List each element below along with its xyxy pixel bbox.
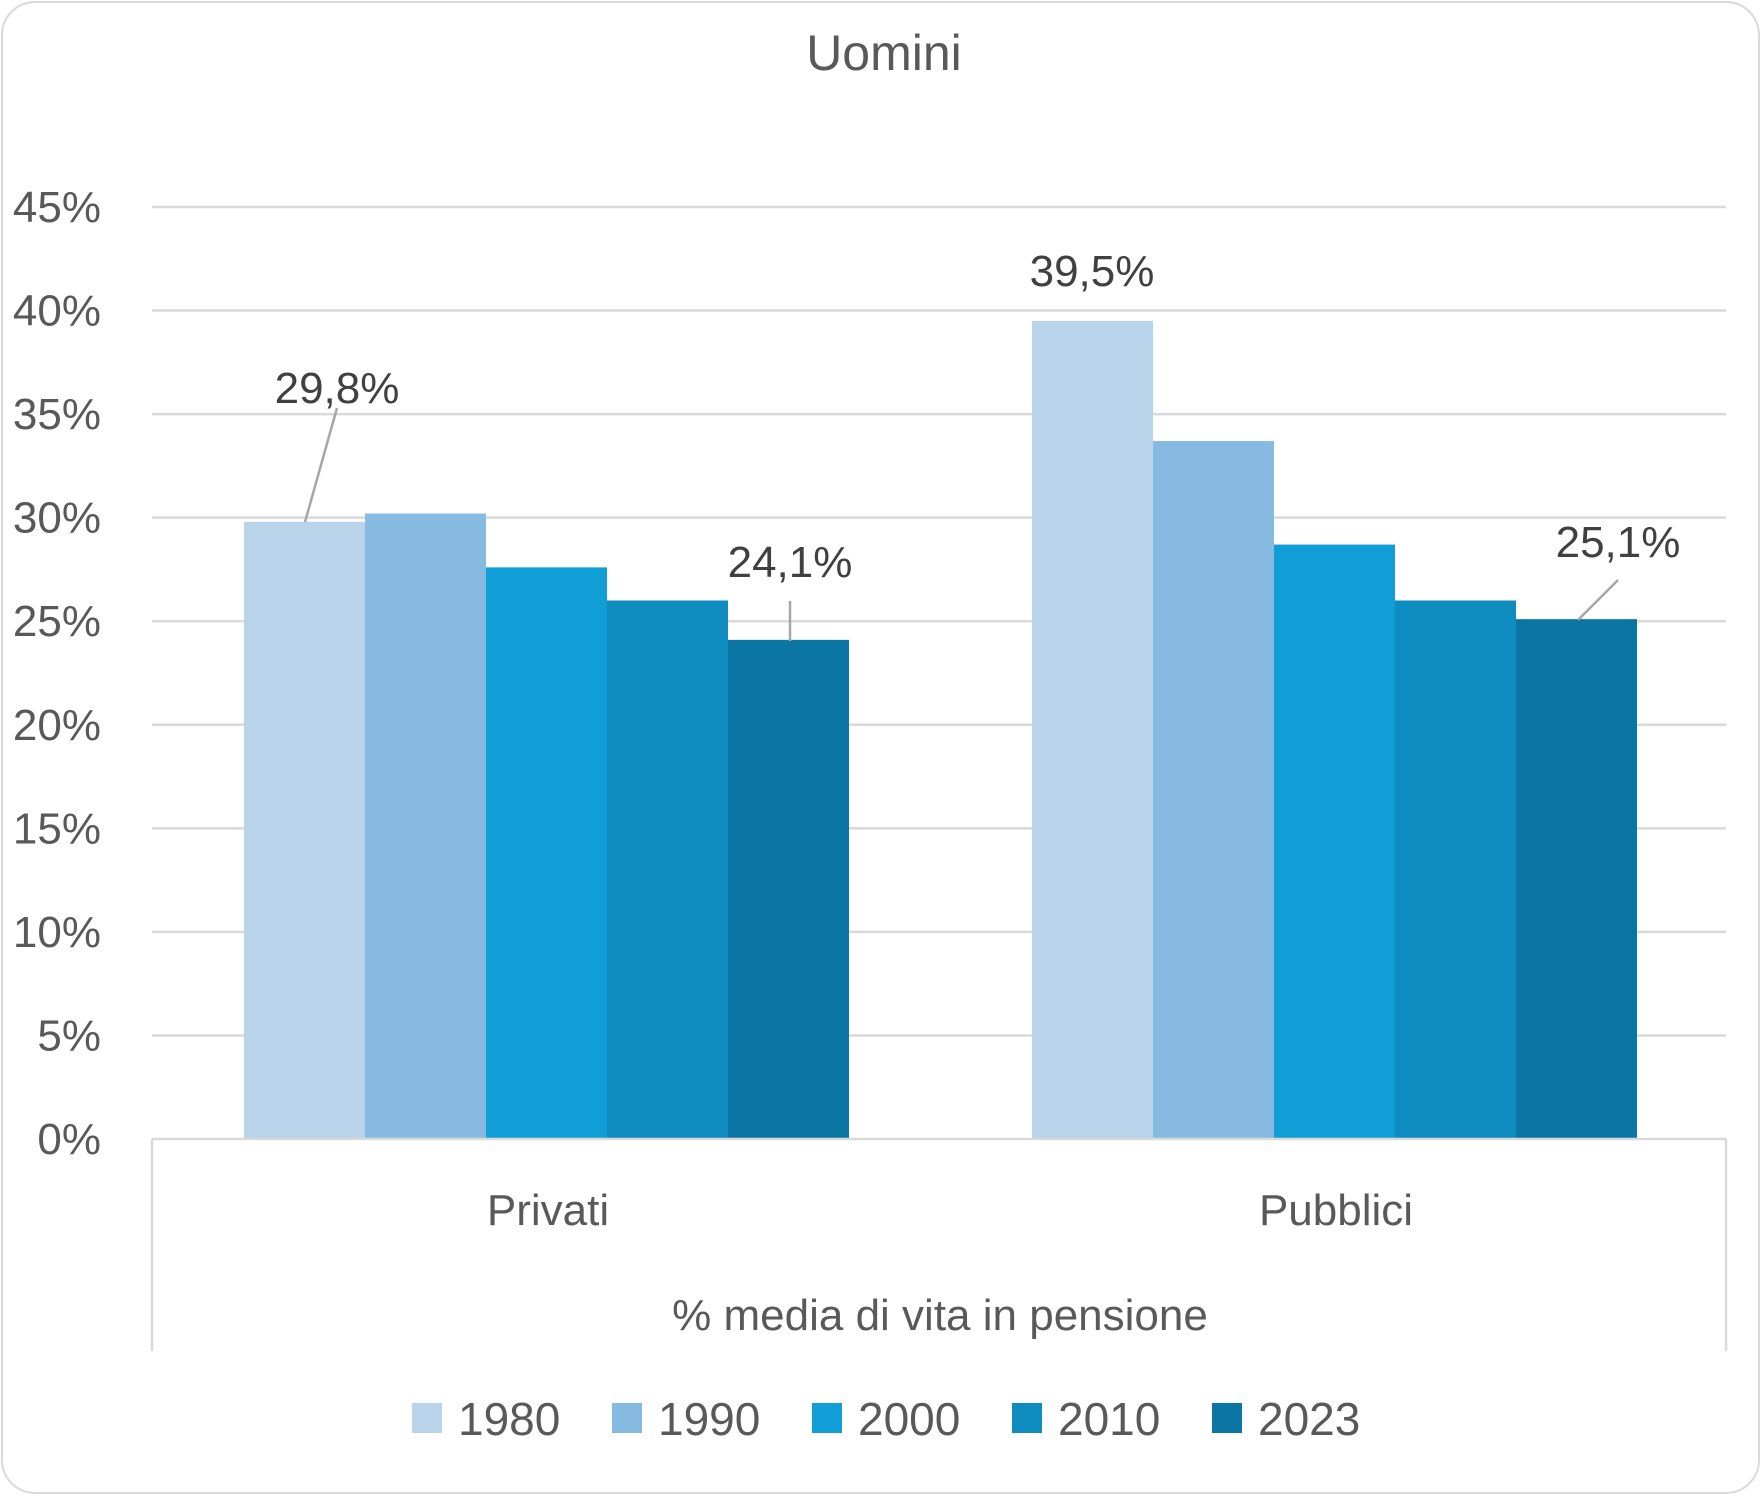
bar-pubblici-1990 <box>1153 441 1274 1140</box>
legend-label: 1980 <box>458 1393 560 1445</box>
bar-pubblici-2023 <box>1516 619 1637 1139</box>
legend-item-2023: 2023 <box>1212 1393 1360 1445</box>
data-label-leader <box>1577 579 1619 621</box>
chart-title: Uomini <box>806 25 962 81</box>
legend-swatch <box>412 1403 442 1433</box>
bar-privati-2010 <box>607 600 728 1139</box>
x-category-label: Pubblici <box>1259 1186 1413 1235</box>
y-tick-label: 45% <box>13 183 101 232</box>
legend-swatch <box>812 1403 842 1433</box>
legend-item-2000: 2000 <box>812 1393 960 1445</box>
y-tick-label: 5% <box>37 1011 101 1060</box>
legend-item-2010: 2010 <box>1012 1393 1160 1445</box>
data-labels: 29,8% 24,1% 39,5% 25,1% <box>275 247 1681 587</box>
data-label: 25,1% <box>1556 518 1681 567</box>
legend-item-1980: 1980 <box>412 1393 560 1445</box>
y-tick-label: 30% <box>13 494 101 543</box>
bar-pubblici-2010 <box>1395 600 1516 1139</box>
y-tick-label: 10% <box>13 908 101 957</box>
bar-privati-1990 <box>365 513 486 1139</box>
y-tick-label: 35% <box>13 390 101 439</box>
x-category-label: Privati <box>487 1186 609 1235</box>
bar-privati-2023 <box>728 639 849 1139</box>
bar-privati-2000 <box>486 567 607 1139</box>
legend-label: 2023 <box>1258 1393 1360 1445</box>
y-tick-label: 40% <box>13 287 101 336</box>
x-axis-category-labels: Privati Pubblici <box>487 1186 1413 1235</box>
data-label-leaders <box>303 407 1619 641</box>
legend-label: 2010 <box>1058 1393 1160 1445</box>
y-axis-tick-labels: 0% 5% 10% 15% 20% 25% 30% 35% 40% 45% <box>13 183 101 1164</box>
bar-privati-1980 <box>244 521 365 1139</box>
bar-pubblici-1980 <box>1032 320 1153 1139</box>
bar-pubblici-2000 <box>1274 544 1395 1139</box>
y-tick-label: 25% <box>13 597 101 646</box>
legend-item-1990: 1990 <box>612 1393 760 1445</box>
x-axis-title: % media di vita in pensione <box>672 1291 1208 1340</box>
data-label-leader <box>303 407 339 523</box>
y-tick-label: 20% <box>13 701 101 750</box>
legend-label: 2000 <box>858 1393 960 1445</box>
legend-swatch <box>612 1403 642 1433</box>
data-label: 24,1% <box>728 538 853 587</box>
x-axis <box>150 1137 1728 1351</box>
legend-swatch <box>1212 1403 1242 1433</box>
data-label: 29,8% <box>275 364 400 413</box>
data-label: 39,5% <box>1030 247 1155 296</box>
legend-label: 1990 <box>658 1393 760 1445</box>
legend: 1980 1990 2000 2010 2023 <box>412 1393 1360 1445</box>
y-tick-label: 0% <box>37 1115 101 1164</box>
y-tick-label: 15% <box>13 804 101 853</box>
bars <box>244 320 1637 1140</box>
legend-swatch <box>1012 1403 1042 1433</box>
